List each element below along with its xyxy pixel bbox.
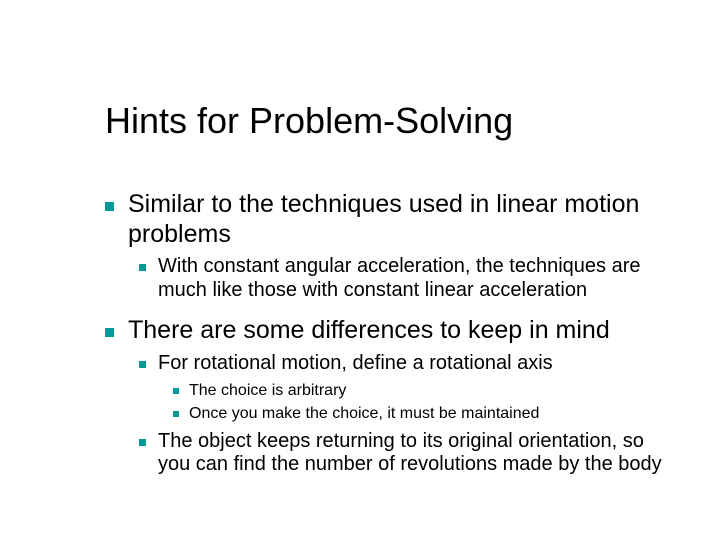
list-item-text: For rotational motion, define a rotation… (158, 352, 665, 376)
bullet-icon (139, 361, 146, 368)
slide-title: Hints for Problem-Solving (105, 100, 513, 142)
bullet-icon (105, 328, 114, 337)
list-item: With constant angular acceleration, the … (139, 255, 665, 302)
slide: Hints for Problem-Solving Similar to the… (0, 0, 720, 540)
list-item-text: Similar to the techniques used in linear… (128, 190, 665, 249)
list-item: Similar to the techniques used in linear… (105, 190, 665, 249)
bullet-icon (139, 439, 146, 446)
list-item-text: With constant angular acceleration, the … (158, 255, 665, 302)
list-item: The object keeps returning to its origin… (139, 430, 665, 477)
bullet-icon (173, 388, 179, 394)
list-item-text: Once you make the choice, it must be mai… (189, 404, 665, 423)
list-item-text: There are some differences to keep in mi… (128, 316, 665, 346)
list-item-text: The object keeps returning to its origin… (158, 430, 665, 477)
list-item: For rotational motion, define a rotation… (139, 352, 665, 376)
bullet-icon (173, 411, 179, 417)
slide-body: Similar to the techniques used in linear… (105, 190, 665, 483)
list-item-text: The choice is arbitrary (189, 381, 665, 400)
list-item: The choice is arbitrary (173, 381, 665, 400)
bullet-icon (105, 202, 114, 211)
bullet-icon (139, 264, 146, 271)
list-item: There are some differences to keep in mi… (105, 316, 665, 346)
list-item: Once you make the choice, it must be mai… (173, 404, 665, 423)
